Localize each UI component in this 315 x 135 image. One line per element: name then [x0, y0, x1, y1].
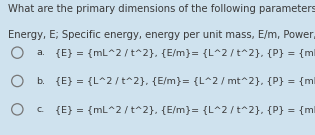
Text: b.: b.	[36, 77, 45, 85]
Text: {E} = {mL^2 / t^2}, {E/m}= {L^2 / t^2}, {P} = {mL^2 / t^2}: {E} = {mL^2 / t^2}, {E/m}= {L^2 / t^2}, …	[49, 105, 315, 114]
Text: {E} = {mL^2 / t^2}, {E/m}= {L^2 / t^2}, {P} = {mL^2 / t^3}: {E} = {mL^2 / t^2}, {E/m}= {L^2 / t^2}, …	[49, 48, 315, 57]
Text: a.: a.	[36, 48, 45, 57]
Text: What are the primary dimensions of the following parameters:: What are the primary dimensions of the f…	[8, 4, 315, 14]
Text: {E} = {L^2 / t^2}, {E/m}= {L^2 / mt^2}, {P} = {mL^2 / t^3}: {E} = {L^2 / t^2}, {E/m}= {L^2 / mt^2}, …	[49, 77, 315, 85]
Text: Energy, E; Specific energy, energy per unit mass, E/m, Power, W: Energy, E; Specific energy, energy per u…	[8, 30, 315, 40]
Text: c.: c.	[36, 105, 44, 114]
